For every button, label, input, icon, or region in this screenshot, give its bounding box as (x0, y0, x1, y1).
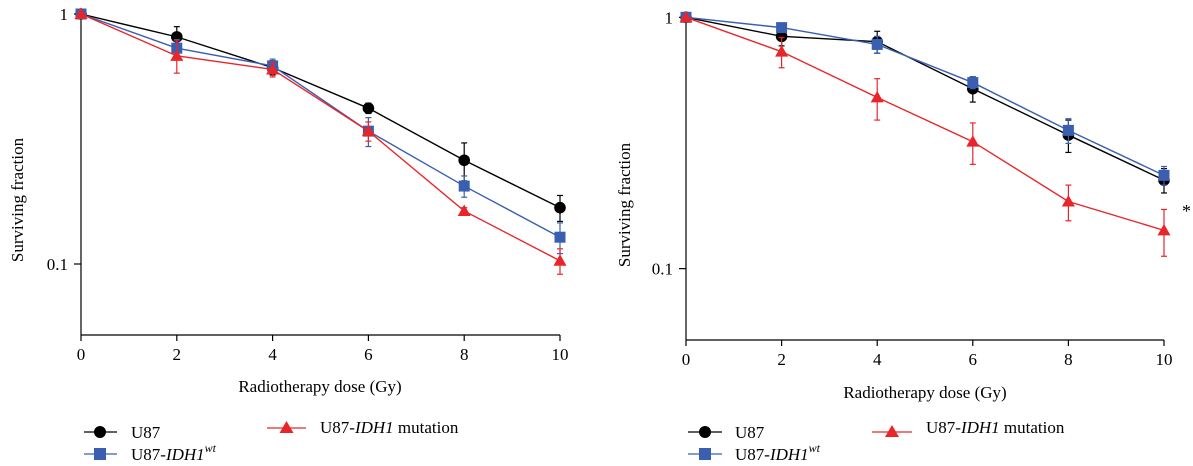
data-point-u87-idh1wt (554, 231, 566, 243)
legend: U87 U87-IDH1wt U87-IDH1 mutation (84, 418, 459, 464)
legend-label-u87-idh1-mutation: U87-IDH1 mutation (926, 418, 1065, 437)
series-line-u87-idh1-mutation (685, 16, 1165, 232)
legend-item-u87: U87 (84, 423, 161, 442)
data-point-u87-idh1wt (458, 180, 470, 192)
plot-area: 0 2 4 6 8 10 1 0.1 (47, 5, 569, 364)
data-point-u87-idh1wt (967, 77, 979, 89)
y-axis-label: Surviving fraction (8, 137, 27, 262)
plot-area: 0 2 4 6 8 10 1 0.1 (652, 8, 1173, 369)
data-point-u87 (362, 102, 375, 114)
data-point-u87-idh1wt (1158, 169, 1170, 181)
data-point-u87-idh1-mutation (74, 7, 88, 19)
y-tick-label: 0.1 (652, 260, 673, 279)
data-point-u87-idh1wt (776, 22, 788, 34)
left-panel: Surviving fraction Radiotherapy dose (Gy… (8, 5, 569, 464)
x-tick-label: 8 (460, 345, 469, 364)
x-tick-label: 4 (268, 345, 277, 364)
x-tick-label: 10 (1156, 350, 1173, 369)
x-tick-label: 6 (969, 350, 978, 369)
series-line-u87 (685, 16, 1165, 181)
data-point-u87-idh1-mutation (966, 135, 980, 147)
legend-item-u87-idh1-mutation: U87-IDH1 mutation (872, 418, 1065, 437)
x-axis-label: Radiotherapy dose (Gy) (238, 377, 401, 396)
y-axis-label: Surviving fraction (615, 142, 634, 267)
legend-marker-square (94, 448, 106, 460)
legend: U87 U87-IDH1wt U87-IDH1 mutation (688, 418, 1065, 464)
x-axis-label: Radiotherapy dose (Gy) (843, 383, 1006, 402)
data-point-u87-idh1-mutation (266, 62, 280, 75)
legend-marker-circle (94, 426, 106, 438)
series-line-u87-idh1-mutation (80, 13, 561, 262)
legend-marker-triangle (885, 425, 899, 437)
legend-item-u87-idh1-mutation: U87-IDH1 mutation (267, 418, 459, 437)
data-point-u87-idh1wt (1062, 124, 1074, 136)
legend-item-u87-idh1wt: U87-IDH1wt (688, 441, 821, 464)
x-tick-label: 2 (777, 350, 786, 369)
significance-annotation: * (1182, 201, 1191, 221)
data-point-u87-idh1-mutation (457, 204, 471, 216)
data-point-u87-idh1-mutation (870, 90, 884, 103)
x-tick-label: 6 (364, 345, 373, 364)
data-point-u87-idh1-mutation (170, 49, 184, 61)
legend-label-u87-idh1wt: U87-IDH1wt (735, 441, 821, 464)
x-tick-label: 8 (1064, 350, 1073, 369)
right-panel: Surviving fraction Radiotherapy dose (Gy… (615, 8, 1191, 464)
series-line-u87-idh1wt (80, 13, 561, 238)
x-tick-label: 2 (173, 345, 182, 364)
data-point-u87-idh1-mutation (553, 254, 567, 266)
legend-marker-circle (699, 426, 711, 438)
legend-label-u87-idh1-mutation: U87-IDH1 mutation (320, 418, 459, 437)
legend-marker-square (699, 448, 711, 460)
legend-item-u87-idh1wt: U87-IDH1wt (84, 441, 217, 464)
data-point-u87-idh1-mutation (1157, 223, 1171, 236)
data-point-u87-idh1-mutation (775, 45, 789, 57)
legend-label-u87: U87 (735, 423, 765, 442)
y-tick-label: 1 (665, 8, 674, 27)
series-line-u87-idh1wt (685, 16, 1165, 177)
x-tick-label: 0 (682, 350, 691, 369)
data-point-u87 (554, 201, 566, 214)
x-tick-label: 10 (552, 345, 569, 364)
x-tick-label: 0 (77, 345, 86, 364)
legend-item-u87: U87 (688, 423, 765, 442)
data-point-u87 (775, 30, 788, 43)
data-point-u87-idh1-mutation (1061, 194, 1075, 207)
y-tick-label: 1 (60, 5, 69, 24)
data-point-u87-idh1-mutation (361, 124, 375, 137)
legend-label-u87-idh1wt: U87-IDH1wt (131, 441, 217, 464)
data-point-u87-idh1wt (871, 38, 883, 50)
legend-label-u87: U87 (131, 423, 161, 442)
data-point-u87-idh1-mutation (679, 10, 693, 23)
y-tick-label: 0.1 (47, 255, 68, 274)
data-point-u87 (458, 154, 471, 167)
legend-marker-triangle (279, 421, 294, 433)
x-tick-label: 4 (873, 350, 882, 369)
series-line-u87 (80, 13, 561, 209)
